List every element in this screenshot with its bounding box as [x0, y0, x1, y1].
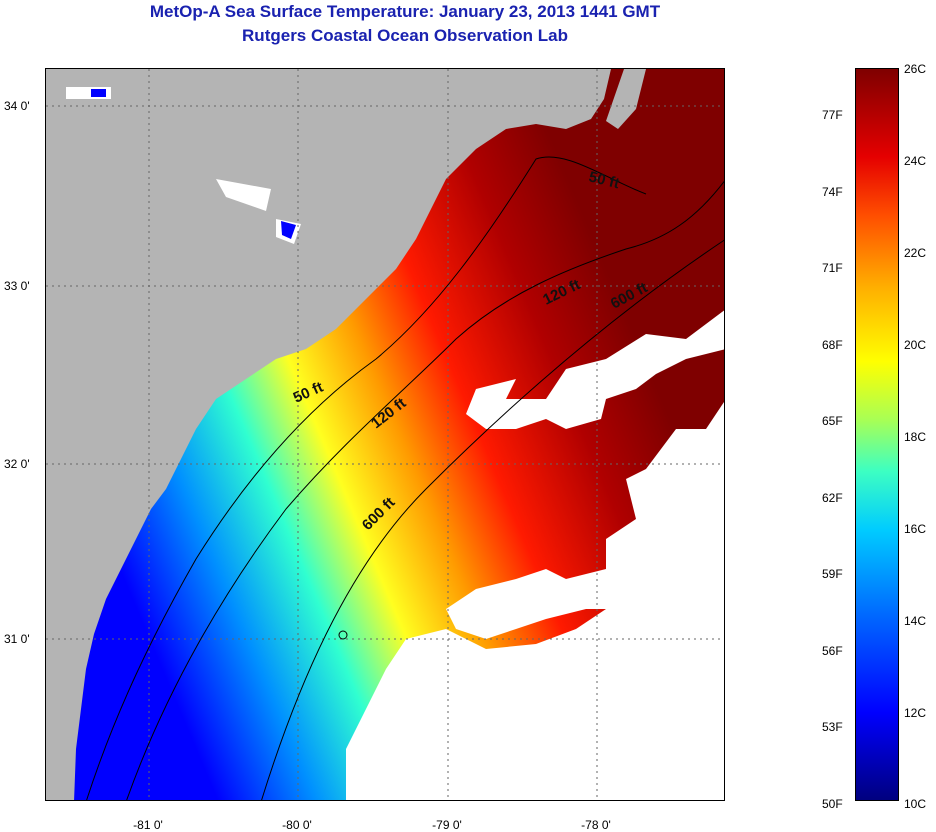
sst-map[interactable]: 50 ft 120 ft 600 ft 50 ft 120 ft 600 ft — [45, 68, 725, 801]
graticule — [46, 69, 724, 800]
lon-label-78: -78 0' — [581, 818, 611, 832]
colorbar-label-14c: 14C — [904, 614, 927, 628]
colorbar-label-26c: 26C — [904, 62, 927, 76]
lon-label-81: -81 0' — [133, 818, 163, 832]
land-cape — [606, 69, 646, 129]
bathymetry-contours — [86, 156, 724, 800]
lat-label-34: 34 0' — [4, 99, 30, 113]
lat-label-32: 32 0' — [4, 457, 30, 471]
colorbar-label-24c: 24C — [904, 154, 927, 168]
land-mass — [46, 69, 611, 800]
temperature-colorbar — [855, 68, 899, 801]
colorbar-label-62f: 62F — [822, 491, 843, 505]
colorbar-label-20c: 20C — [904, 338, 927, 352]
buoy-marker[interactable] — [338, 630, 348, 640]
colorbar-label-71f: 71F — [822, 261, 843, 275]
colorbar-label-22c: 22C — [904, 246, 927, 260]
colorbar-label-65f: 65F — [822, 414, 843, 428]
colorbar-label-18c: 18C — [904, 430, 927, 444]
colorbar-label-77f: 77F — [822, 108, 843, 122]
colorbar-label-53f: 53F — [822, 720, 843, 734]
colorbar-label-16c: 16C — [904, 522, 927, 536]
colorbar-label-56f: 56F — [822, 644, 843, 658]
lon-label-80: -80 0' — [282, 818, 312, 832]
colorbar-label-12c: 12C — [904, 706, 927, 720]
colorbar-label-10c: 10C — [904, 797, 927, 811]
contour-label-50ft-north: 50 ft — [587, 168, 621, 192]
map-subtitle: Rutgers Coastal Ocean Observation Lab — [242, 26, 568, 45]
lat-label-33: 33 0' — [4, 279, 30, 293]
lon-label-79: -79 0' — [432, 818, 462, 832]
colorbar-label-74f: 74F — [822, 185, 843, 199]
lat-label-31: 31 0' — [4, 632, 30, 646]
cloud-mask — [346, 310, 724, 800]
map-title: MetOp-A Sea Surface Temperature: January… — [149, 2, 661, 21]
colorbar-label-50f: 50F — [822, 797, 843, 811]
colorbar-label-59f: 59F — [822, 567, 843, 581]
colorbar-label-68f: 68F — [822, 338, 843, 352]
coastal-cloud-specks — [66, 87, 301, 244]
